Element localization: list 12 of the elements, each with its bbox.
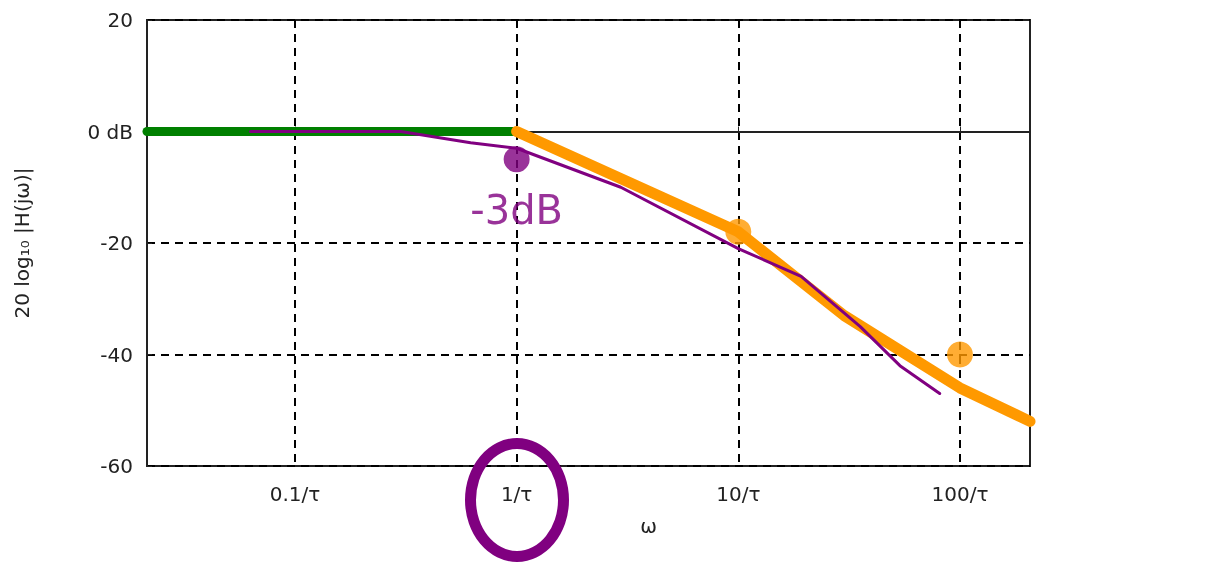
y-tick-label: -40 xyxy=(100,342,133,367)
y-tick-label: 0 dB xyxy=(87,119,133,144)
y-axis-title: 20 log₁₀ |H(jω)| xyxy=(10,167,34,319)
x-tick-label: 0.1/τ xyxy=(269,482,321,506)
y-tick-label: -60 xyxy=(100,454,133,478)
y-tick-label: -20 xyxy=(100,231,133,255)
y-tick-label: 20 xyxy=(107,8,133,32)
x-tick-label: 10/τ xyxy=(716,482,761,506)
annotation: -3dB xyxy=(470,187,563,234)
x-axis-title: ω xyxy=(640,514,657,538)
x-tick-label: 1/τ xyxy=(500,482,533,506)
x-tick-label: 100/τ xyxy=(931,482,989,506)
